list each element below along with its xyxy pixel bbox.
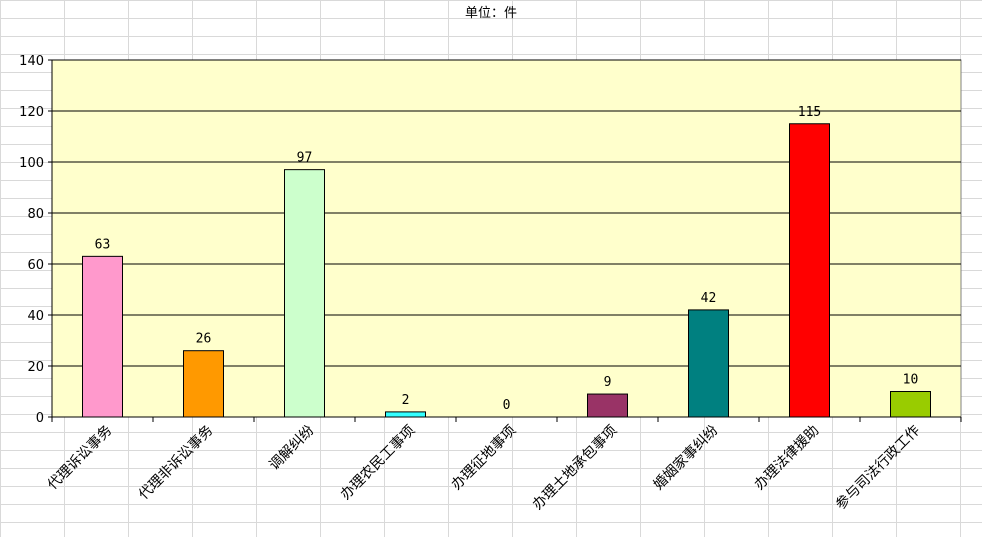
bar	[587, 393, 628, 418]
y-tick-label: 140	[19, 54, 44, 69]
x-category-label: 办理征地事项	[449, 423, 520, 494]
bar	[789, 123, 830, 418]
data-label: 97	[297, 151, 313, 166]
chart-title: 单位：件	[464, 6, 517, 21]
x-category-label: 婚姻家事纠纷	[650, 422, 721, 493]
y-tick-label: 100	[19, 156, 44, 171]
y-tick-label: 80	[27, 207, 44, 222]
y-tick-label: 120	[19, 105, 44, 120]
bar	[890, 391, 931, 418]
y-tick-label: 0	[36, 411, 44, 426]
x-category-label: 代理诉讼事务	[45, 423, 116, 494]
data-label: 10	[903, 373, 919, 388]
y-tick-label: 20	[27, 360, 44, 375]
data-label: 26	[196, 332, 212, 347]
bar	[183, 350, 224, 418]
bar	[688, 309, 729, 418]
x-category-label: 参与司法行政工作	[832, 422, 923, 513]
data-label: 115	[798, 105, 821, 120]
x-category-label: 代理非诉讼事务	[136, 423, 217, 504]
y-tick-label: 40	[27, 309, 44, 324]
data-label: 2	[402, 393, 410, 408]
data-label: 9	[604, 375, 612, 390]
y-tick-label: 60	[27, 258, 44, 273]
bar	[284, 169, 325, 418]
data-label: 0	[503, 398, 511, 413]
data-label: 63	[95, 237, 111, 252]
x-category-label: 办理法律援助	[752, 423, 823, 494]
x-category-label: 调解纠纷	[266, 423, 317, 474]
bar	[82, 255, 123, 418]
data-label: 42	[701, 291, 717, 306]
x-category-label: 办理土地承包事项	[530, 423, 621, 514]
bar	[385, 411, 426, 418]
x-category-label: 办理农民工事项	[338, 423, 419, 504]
